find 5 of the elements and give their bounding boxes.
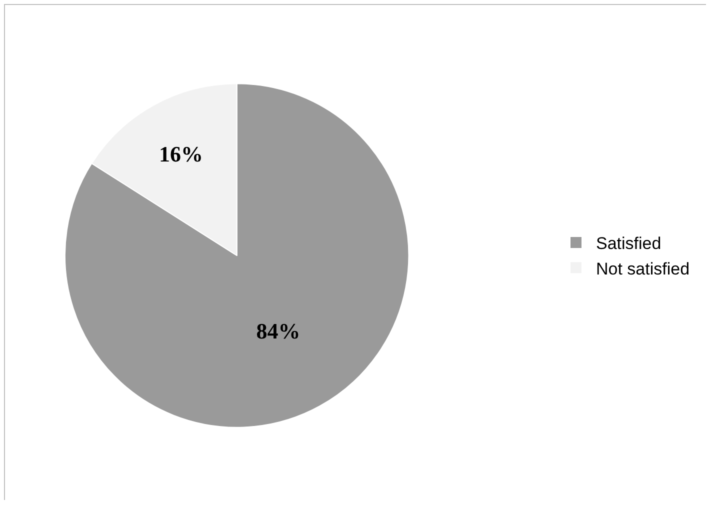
pie-slice xyxy=(64,83,410,428)
legend-label: Not satisfied xyxy=(596,259,690,278)
data-label: 16% xyxy=(158,141,203,166)
data-label: 84% xyxy=(256,318,300,344)
legend-label: Satisfied xyxy=(596,234,662,254)
